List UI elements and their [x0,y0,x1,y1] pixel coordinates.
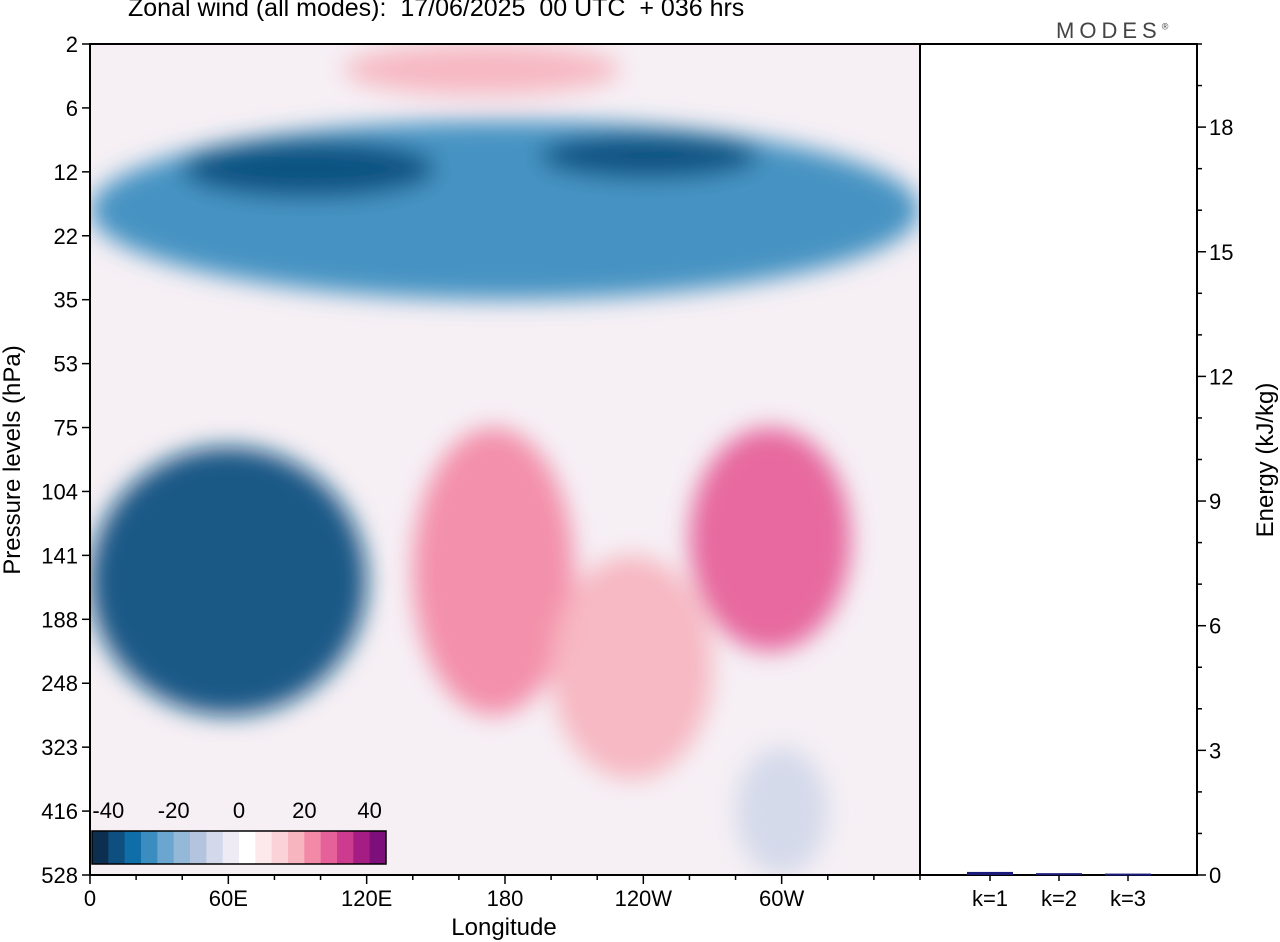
wind-region-1 [90,120,920,300]
y-tick-label: 12 [54,160,78,185]
wind-regions [90,44,920,875]
energy-axis: 0 3 6 9 12 15 18 [1197,43,1233,888]
y-tick-label: 22 [54,224,78,249]
wind-region-6 [412,427,575,716]
y-axis-label: Pressure levels (hPa) [0,345,26,574]
y-tick-label: 53 [54,352,78,377]
colorbar-swatch [304,831,322,864]
wind-region-4 [343,44,621,96]
energy-panel: k=1 k=2 k=3 0 3 6 9 12 15 18 [919,43,1233,911]
brand-text: MODES [1056,18,1162,43]
colorbar-frame [91,830,387,865]
y-tick-label: 416 [41,799,78,824]
x-axis-label: Longitude [451,914,556,941]
y-tick-label: 188 [41,607,78,632]
colorbar-swatch [141,831,158,864]
energy-tick-label: 6 [1209,614,1221,639]
colorbar-swatch [173,831,191,864]
x-axis: 0 60E 120E 180 120W 60W [84,875,921,911]
x-tick-label: 120E [341,886,392,911]
energy-category-label: k=2 [1041,886,1077,911]
colorbar-swatch [239,831,256,864]
colorbar-swatch [190,831,207,864]
colorbar-swatch [108,831,126,864]
colorbar-swatch [206,831,224,864]
wind-region-9 [735,747,828,875]
energy-bars: k=1 k=2 k=3 [967,871,1151,911]
y-tick-label: 35 [54,288,78,313]
x-tick-label: 180 [487,886,524,911]
x-tick-label: 0 [84,886,96,911]
colorbar-swatch [157,831,175,864]
colorbar-swatch [353,831,371,864]
chart-title: Zonal wind (all modes): 17/06/2025 00 UT… [128,0,745,22]
energy-bar [967,871,1013,875]
registered-mark: ® [1161,21,1174,32]
energy-tick-label: 18 [1209,115,1233,140]
energy-tick-label: 0 [1209,863,1221,888]
modes-logo: MODES® [1056,18,1173,44]
energy-tick-label: 9 [1209,489,1221,514]
wind-region-8 [551,555,713,780]
y-tick-label: 141 [41,543,78,568]
x-tick-label: 120W [615,886,673,911]
y-tick-label: 528 [41,863,78,888]
colorbar-swatch [124,831,142,864]
y-tick-label: 248 [41,671,78,696]
wind-region-7 [689,427,851,652]
colorbar-tick-label: 0 [233,798,245,823]
y-tick-label: 6 [66,96,78,121]
energy-tick-label: 15 [1209,240,1233,265]
energy-bar [1105,873,1151,876]
colorbar: -40 -20 0 20 40 [91,798,387,865]
colorbar-swatch [337,831,354,864]
energy-tick-label: 12 [1209,364,1233,389]
wind-heatmap [90,44,920,875]
wind-region-2 [182,139,436,198]
y-axis: 2 6 12 22 35 53 75 104 141 188 248 323 416 528 [41,32,90,888]
y-tick-label: 104 [41,479,78,504]
energy-bar [1036,873,1082,876]
wind-region-3 [539,133,759,179]
wind-region-5 [90,446,367,716]
colorbar-swatch [271,831,289,864]
colorbar-swatch [369,831,387,864]
energy-tick-label: 3 [1209,738,1221,763]
colorbar-tick-label: -40 [92,798,124,823]
energy-axis-label: Energy (kJ/kg) [1252,383,1279,538]
colorbar-tick-label: 40 [357,798,381,823]
y-tick-label: 75 [54,416,78,441]
y-tick-label: 2 [66,32,78,57]
colorbar-tick-label: -20 [158,798,190,823]
x-tick-label: 60E [209,886,248,911]
energy-category-label: k=3 [1110,886,1146,911]
y-tick-label: 323 [41,735,78,760]
energy-frame [919,43,1198,876]
colorbar-swatch [222,831,240,864]
colorbar-swatch [320,831,338,864]
x-tick-label: 60W [759,886,804,911]
colorbar-swatch [288,831,305,864]
colorbar-swatch [92,831,109,864]
energy-category-label: k=1 [972,886,1008,911]
colorbar-tick-label: 20 [292,798,316,823]
colorbar-swatch [255,831,273,864]
